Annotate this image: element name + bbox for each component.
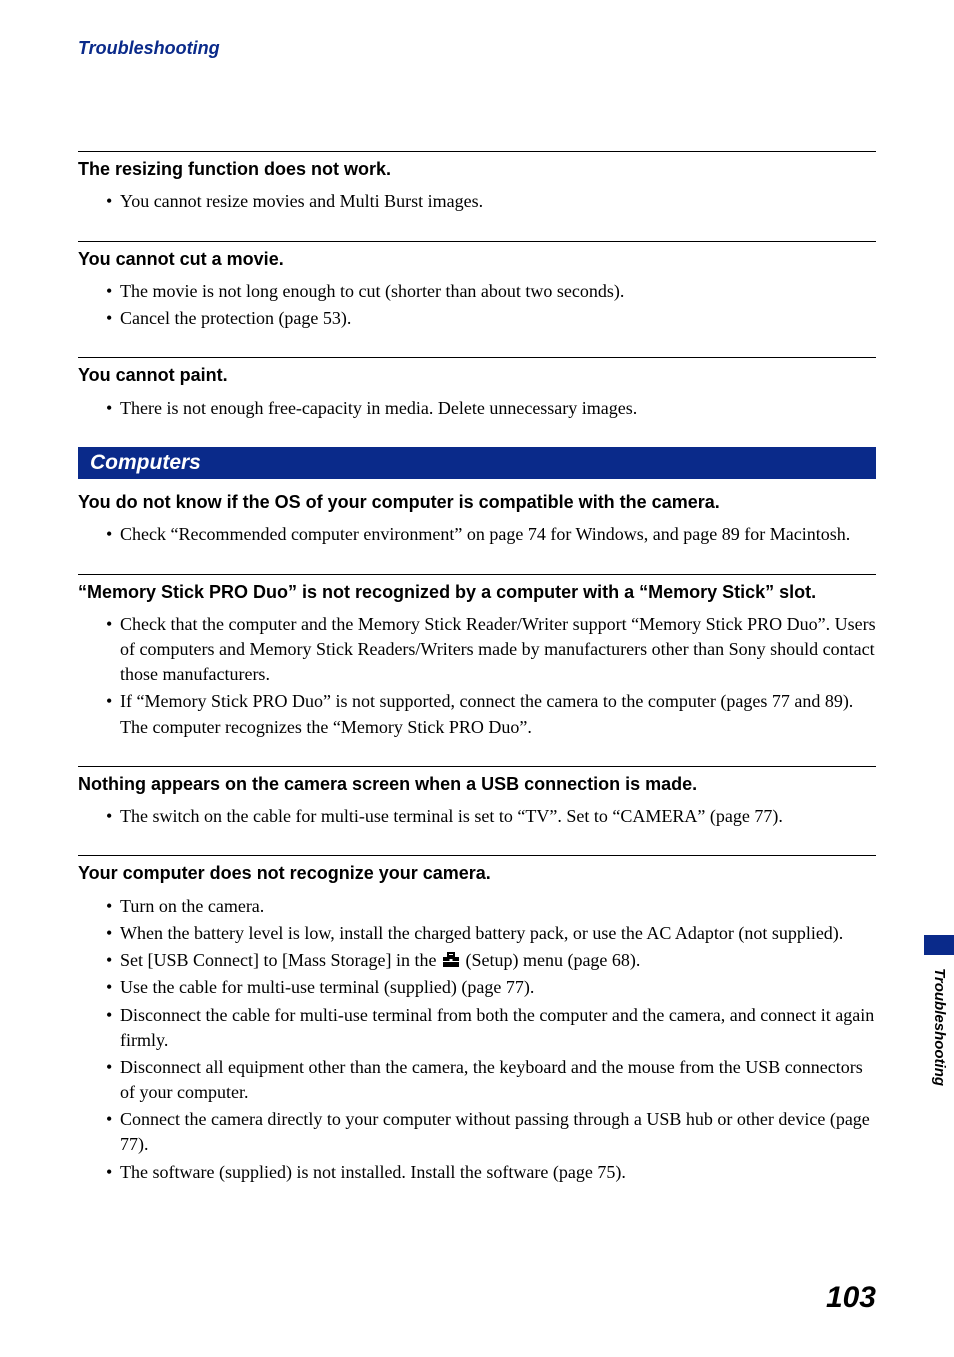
side-tab — [924, 935, 954, 955]
issue-block: “Memory Stick PRO Duo” is not recognized… — [78, 574, 876, 740]
page-container: Troubleshooting The resizing function do… — [0, 0, 954, 1357]
header-section-title: Troubleshooting — [78, 38, 876, 59]
issue-block: You cannot cut a movie. The movie is not … — [78, 241, 876, 332]
issue-title: “Memory Stick PRO Duo” is not recognized… — [78, 581, 876, 604]
bullet-text-post: (Setup) menu (page 68). — [461, 950, 640, 970]
bullet-list: You cannot resize movies and Multi Burst… — [78, 189, 876, 214]
section-band: Computers — [78, 447, 876, 479]
side-section-label: Troubleshooting — [931, 968, 948, 1086]
issues-group-a: The resizing function does not work. You … — [78, 151, 876, 421]
issue-title: You do not know if the OS of your comput… — [78, 491, 876, 514]
issue-block: You do not know if the OS of your comput… — [78, 491, 876, 548]
bullet-list: Check that the computer and the Memory S… — [78, 612, 876, 740]
bullet-list: The switch on the cable for multi-use te… — [78, 804, 876, 829]
issue-block: Nothing appears on the camera screen whe… — [78, 766, 876, 830]
issues-group-b: You do not know if the OS of your comput… — [78, 491, 876, 1185]
bullet-item: The switch on the cable for multi-use te… — [120, 804, 876, 829]
bullet-item: Connect the camera directly to your comp… — [120, 1107, 876, 1157]
issue-title: Your computer does not recognize your ca… — [78, 862, 876, 885]
bullet-item: The software (supplied) is not installed… — [120, 1160, 876, 1185]
bullet-item: Set [USB Connect] to [Mass Storage] in t… — [120, 948, 876, 973]
issue-title: Nothing appears on the camera screen whe… — [78, 773, 876, 796]
issue-title: You cannot paint. — [78, 364, 876, 387]
issue-block: You cannot paint. There is not enough fre… — [78, 357, 876, 421]
bullet-item: You cannot resize movies and Multi Burst… — [120, 189, 876, 214]
bullet-item: There is not enough free-capacity in med… — [120, 396, 876, 421]
setup-toolbox-icon — [441, 952, 461, 968]
bullet-item: When the battery level is low, install t… — [120, 921, 876, 946]
section-band-label: Computers — [90, 451, 201, 474]
bullet-item: The movie is not long enough to cut (sho… — [120, 279, 876, 304]
bullet-item: Check that the computer and the Memory S… — [120, 612, 876, 688]
bullet-item: Check “Recommended computer environment”… — [120, 522, 876, 547]
bullet-item: Use the cable for multi-use terminal (su… — [120, 975, 876, 1000]
issue-title: You cannot cut a movie. — [78, 248, 876, 271]
issue-title: The resizing function does not work. — [78, 158, 876, 181]
bullet-list: Check “Recommended computer environment”… — [78, 522, 876, 547]
bullet-item: Disconnect all equipment other than the … — [120, 1055, 876, 1105]
page-number: 103 — [826, 1281, 876, 1315]
bullet-list: There is not enough free-capacity in med… — [78, 396, 876, 421]
issue-block: The resizing function does not work. You … — [78, 151, 876, 215]
bullet-text-pre: Set [USB Connect] to [Mass Storage] in t… — [120, 950, 441, 970]
bullet-list: The movie is not long enough to cut (sho… — [78, 279, 876, 331]
bullet-item: Turn on the camera. — [120, 894, 876, 919]
bullet-item: If “Memory Stick PRO Duo” is not support… — [120, 689, 876, 739]
bullet-item: Cancel the protection (page 53). — [120, 306, 876, 331]
bullet-list: Turn on the camera.When the battery leve… — [78, 894, 876, 1185]
bullet-item: Disconnect the cable for multi-use termi… — [120, 1003, 876, 1053]
issue-block: Your computer does not recognize your ca… — [78, 855, 876, 1184]
